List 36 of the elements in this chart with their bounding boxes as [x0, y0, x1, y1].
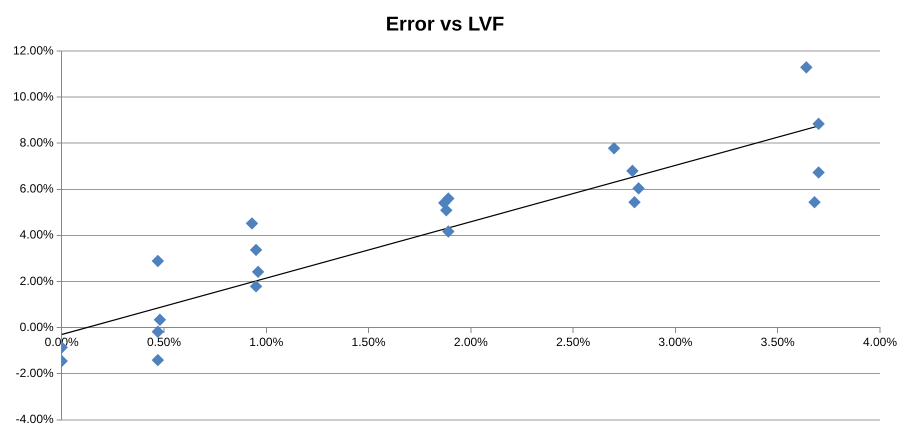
- y-tick-label: 6.00%: [20, 182, 54, 196]
- point: [632, 182, 645, 194]
- point: [628, 196, 640, 208]
- point: [800, 61, 812, 74]
- point: [252, 266, 264, 278]
- y-tick-label: 4.00%: [20, 228, 54, 242]
- y-tick-label: 10.00%: [12, 89, 54, 104]
- y-tick-label: 8.00%: [20, 136, 54, 150]
- point: [442, 225, 454, 238]
- point: [152, 254, 164, 267]
- x-tick-label: 0.50%: [146, 335, 182, 350]
- x-tick-label: 2.00%: [454, 335, 488, 350]
- y-tick-label: 2.00%: [20, 274, 54, 288]
- point: [812, 166, 825, 178]
- y-tick-label: 0.00%: [20, 320, 54, 334]
- x-tick-label: 1.50%: [352, 335, 386, 350]
- x-tick-label: 2.50%: [556, 335, 590, 350]
- point: [250, 280, 262, 292]
- point: [608, 142, 620, 154]
- point: [812, 118, 825, 130]
- y-tick-label: -4.00%: [16, 412, 54, 426]
- point: [626, 164, 638, 177]
- point: [152, 326, 164, 338]
- point: [250, 244, 262, 256]
- point: [154, 314, 166, 326]
- x-tick-label: 4.00%: [862, 335, 898, 350]
- y-tick-label: -2.00%: [16, 366, 54, 380]
- x-tick-label: 3.00%: [658, 335, 693, 350]
- x-tick-label: 3.50%: [760, 335, 796, 350]
- chart-title: Error vs LVF: [386, 14, 504, 36]
- x-tick-label: 1.00%: [249, 335, 284, 350]
- point: [152, 354, 164, 366]
- point: [808, 196, 821, 208]
- point: [246, 217, 258, 230]
- y-tick-label: 12.00%: [12, 43, 54, 58]
- point: [440, 204, 452, 216]
